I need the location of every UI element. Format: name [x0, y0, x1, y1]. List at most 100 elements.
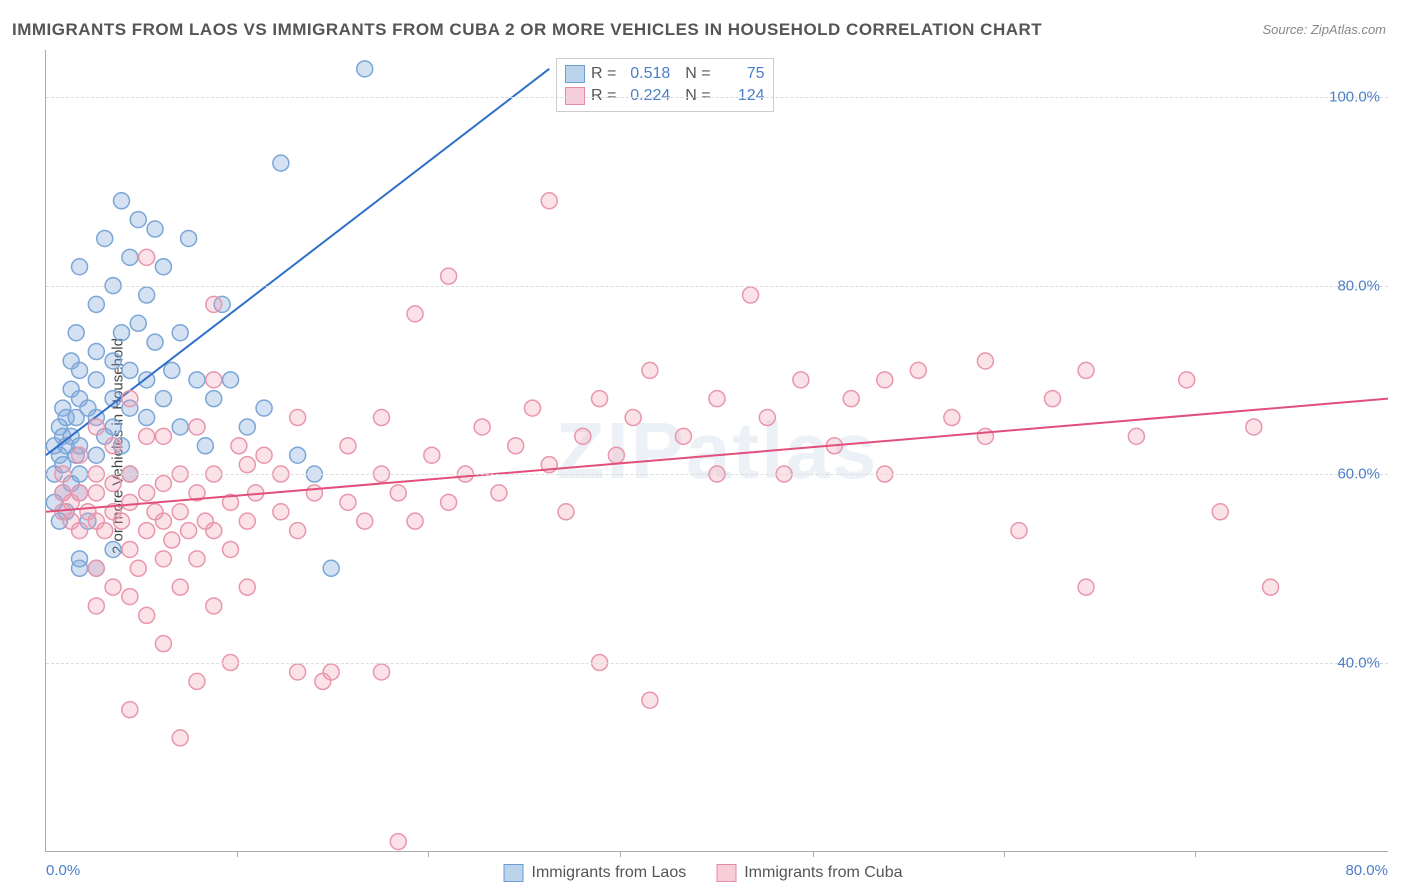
- data-point: [105, 353, 121, 369]
- data-point: [407, 513, 423, 529]
- y-tick-label: 80.0%: [1337, 277, 1380, 294]
- data-point: [97, 523, 113, 539]
- data-point: [239, 513, 255, 529]
- x-tick-label: 0.0%: [46, 862, 80, 879]
- data-point: [625, 410, 641, 426]
- data-point: [558, 504, 574, 520]
- data-point: [290, 410, 306, 426]
- stats-row: R =0.224 N =124: [565, 85, 765, 107]
- data-point: [122, 494, 138, 510]
- data-point: [608, 447, 624, 463]
- x-tick: [237, 851, 238, 857]
- data-point: [793, 372, 809, 388]
- data-point: [113, 193, 129, 209]
- data-point: [72, 485, 88, 501]
- stat-r-value: 0.224: [622, 87, 670, 105]
- data-point: [139, 607, 155, 623]
- data-point: [223, 372, 239, 388]
- source-attribution: Source: ZipAtlas.com: [1262, 22, 1386, 37]
- data-point: [122, 589, 138, 605]
- data-point: [206, 598, 222, 614]
- data-point: [390, 485, 406, 501]
- data-point: [164, 362, 180, 378]
- legend-item: Immigrants from Cuba: [716, 864, 902, 882]
- x-tick: [620, 851, 621, 857]
- x-tick: [1004, 851, 1005, 857]
- data-point: [290, 664, 306, 680]
- data-point: [256, 447, 272, 463]
- data-point: [743, 287, 759, 303]
- data-point: [441, 494, 457, 510]
- stat-r-value: 0.518: [622, 65, 670, 83]
- gridline: [46, 474, 1388, 475]
- legend-label: Immigrants from Laos: [532, 864, 687, 882]
- stat-n-value: 75: [717, 65, 765, 83]
- data-point: [709, 391, 725, 407]
- data-point: [1179, 372, 1195, 388]
- data-point: [474, 419, 490, 435]
- stat-n-label: N =: [676, 87, 710, 105]
- trend-line: [46, 399, 1388, 512]
- data-point: [172, 730, 188, 746]
- data-point: [88, 560, 104, 576]
- data-point: [759, 410, 775, 426]
- data-point: [340, 438, 356, 454]
- gridline: [46, 286, 1388, 287]
- x-tick: [428, 851, 429, 857]
- data-point: [130, 315, 146, 331]
- data-point: [1212, 504, 1228, 520]
- data-point: [642, 362, 658, 378]
- data-point: [72, 362, 88, 378]
- legend-swatch: [504, 864, 524, 882]
- data-point: [197, 438, 213, 454]
- data-point: [508, 438, 524, 454]
- data-point: [206, 391, 222, 407]
- data-point: [1246, 419, 1262, 435]
- data-point: [239, 579, 255, 595]
- data-point: [72, 551, 88, 567]
- data-point: [72, 523, 88, 539]
- data-point: [1128, 428, 1144, 444]
- data-point: [88, 372, 104, 388]
- data-point: [1078, 579, 1094, 595]
- data-point: [139, 523, 155, 539]
- scatter-svg: [46, 50, 1388, 851]
- data-point: [181, 230, 197, 246]
- y-tick-label: 60.0%: [1337, 466, 1380, 483]
- data-point: [113, 325, 129, 341]
- chart-plot-area: ZIPatlas R =0.518 N =75R =0.224 N =124 4…: [45, 50, 1388, 852]
- data-point: [113, 513, 129, 529]
- data-point: [88, 447, 104, 463]
- data-point: [155, 428, 171, 444]
- data-point: [206, 296, 222, 312]
- data-point: [424, 447, 440, 463]
- data-point: [273, 155, 289, 171]
- data-point: [1078, 362, 1094, 378]
- data-point: [147, 221, 163, 237]
- data-point: [977, 428, 993, 444]
- gridline: [46, 97, 1388, 98]
- data-point: [139, 485, 155, 501]
- data-point: [231, 438, 247, 454]
- data-point: [122, 541, 138, 557]
- data-point: [675, 428, 691, 444]
- data-point: [164, 532, 180, 548]
- x-tick: [813, 851, 814, 857]
- data-point: [1263, 579, 1279, 595]
- data-point: [223, 541, 239, 557]
- data-point: [357, 513, 373, 529]
- data-point: [323, 664, 339, 680]
- legend-swatch: [716, 864, 736, 882]
- stat-r-label: R =: [591, 87, 616, 105]
- data-point: [944, 410, 960, 426]
- data-point: [88, 344, 104, 360]
- stat-r-label: R =: [591, 65, 616, 83]
- x-tick-label: 80.0%: [1345, 862, 1388, 879]
- data-point: [1045, 391, 1061, 407]
- data-point: [68, 325, 84, 341]
- correlation-stats-box: R =0.518 N =75R =0.224 N =124: [556, 58, 774, 112]
- data-point: [390, 834, 406, 850]
- data-point: [524, 400, 540, 416]
- data-point: [189, 673, 205, 689]
- data-point: [130, 212, 146, 228]
